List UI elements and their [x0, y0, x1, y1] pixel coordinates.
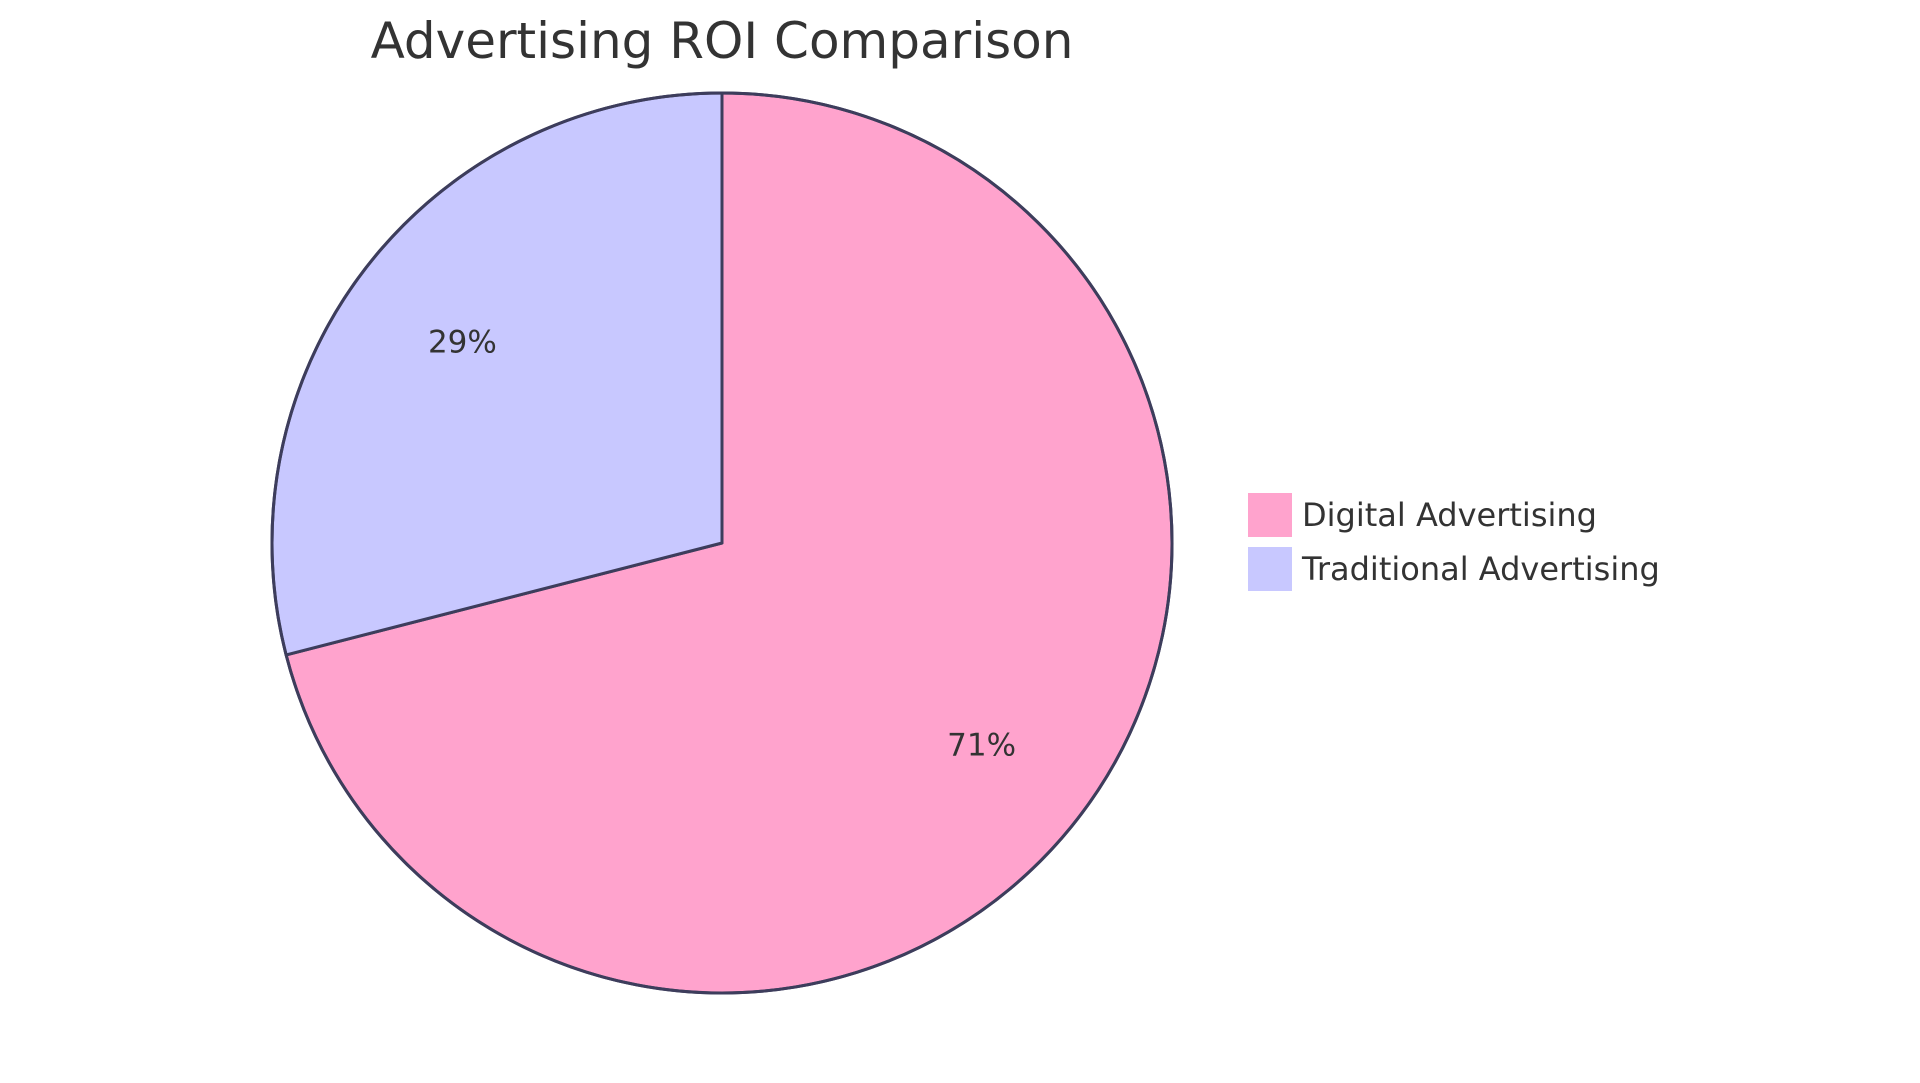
legend-swatch	[1248, 493, 1292, 537]
legend-item-digital-advertising: Digital Advertising	[1248, 493, 1597, 537]
slice-labels: 71% 29%	[428, 325, 1016, 764]
chart-title: Advertising ROI Comparison	[371, 12, 1074, 70]
slice-label-traditional-advertising: 29%	[428, 325, 497, 361]
legend: Digital Advertising Traditional Advertisi…	[1248, 493, 1660, 591]
legend-label: Digital Advertising	[1302, 496, 1597, 534]
legend-item-traditional-advertising: Traditional Advertising	[1248, 547, 1660, 591]
slice-label-digital-advertising: 71%	[947, 727, 1016, 763]
pie-outline	[270, 91, 1174, 995]
legend-swatch	[1248, 547, 1292, 591]
pie-slices	[270, 91, 1174, 995]
legend-label: Traditional Advertising	[1301, 550, 1660, 588]
